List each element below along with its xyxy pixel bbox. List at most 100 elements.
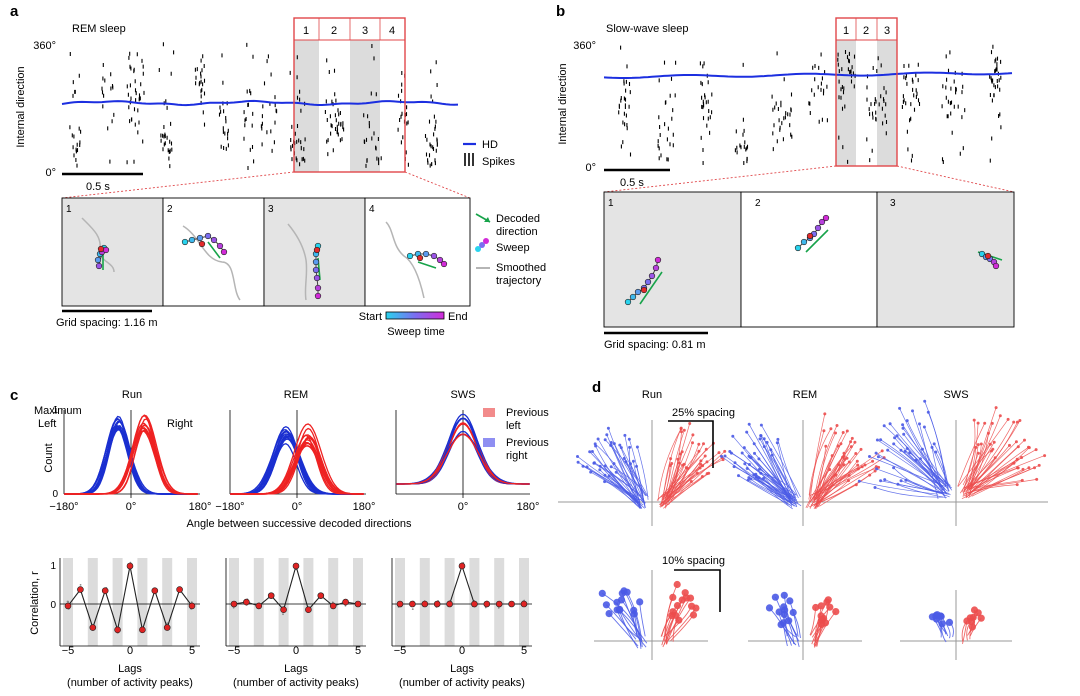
d-rem-top-left-path-40: [729, 451, 797, 496]
c-corr-sws-point-10: [520, 600, 528, 608]
d-run-top-right-path-27: [661, 464, 683, 507]
d-rem-top-right-path-1: [809, 413, 826, 500]
d-run-top-left-path-21: [637, 446, 649, 500]
a-sweep-2-point-4: [210, 236, 218, 244]
d-sws-top-right-end-22: [1027, 446, 1031, 450]
d-sws-top-left-end-24: [901, 426, 905, 430]
d-run-top-left-end-20: [612, 442, 616, 446]
d-run-top-left-end-31: [629, 462, 632, 466]
b-sweep-2-point-0: [794, 244, 802, 252]
d-run-bottom-left-end-4: [613, 598, 621, 606]
d-run-top-right-path-33: [665, 434, 694, 500]
d-rem-top-left-end-12: [737, 474, 740, 478]
d-run-bottom-left-end-13: [613, 606, 621, 614]
panel-a-window-3: 3: [362, 25, 368, 37]
panel-a-key-smoothed-2: trajectory: [496, 275, 542, 287]
d-sws-top-left-end-21: [903, 449, 907, 453]
panel-a-y-label: Internal direction: [15, 66, 27, 147]
d-run-top-right-end-33: [691, 433, 695, 437]
panel-c-legend-right-swatch: [483, 438, 495, 447]
d-rem-top-left-end-21: [762, 437, 766, 441]
d-run-top-right-end-2: [682, 428, 686, 432]
b-sweep-1-position: [640, 286, 648, 294]
b-sweep-1-point-6: [652, 264, 660, 272]
panel-c-corr-tick-1: 1: [50, 561, 56, 572]
panel-c-corr-rem: [225, 558, 366, 647]
d-sws-top-right-end-27: [983, 421, 987, 425]
d-run-top-right-path-23: [660, 465, 671, 507]
d-rem-top-right-path-36: [810, 430, 848, 503]
d-sws-top-right-path-27: [957, 423, 986, 487]
panel-c-lags-label-run: Lags: [118, 663, 142, 675]
panel-c-legend-prev-right2: right: [506, 450, 527, 462]
d-run-bottom-right-end-9: [692, 604, 700, 612]
d-run-top-right-end-25: [723, 449, 727, 453]
d-sws-top-left-path-39: [869, 456, 949, 489]
d-sws-top-right-end-30: [994, 406, 998, 410]
c-corr-run-point-6: [139, 626, 146, 634]
d-rem-top-right-end-21: [856, 463, 860, 467]
d-run-bottom-left-end-2: [602, 601, 611, 609]
d-sws-bottom-right-end-5: [966, 614, 974, 622]
c-corr-rem-line: [233, 563, 359, 611]
d-run-bottom-left-path-0: [608, 613, 639, 647]
d-sws-top-left-end-3: [926, 410, 930, 414]
b-sweep-2-point-6: [822, 214, 830, 222]
panel-c-dist-sws: [395, 410, 530, 498]
d-run-top-right-path-24: [657, 465, 703, 500]
d-sws-top-right-path-33: [961, 469, 1024, 500]
d-rem-top-right-end-30: [849, 445, 853, 449]
panel-a-sub-3: 3: [263, 197, 366, 307]
d-run-top-right-end-21: [704, 447, 708, 451]
d-rem-top-left-path-26: [760, 435, 796, 501]
panel-a-title: REM sleep: [72, 23, 126, 35]
d-sws-top-left-end-18: [892, 466, 896, 470]
d-rem-top-left-end-4: [723, 454, 727, 458]
d-sws-top-right-end-17: [992, 440, 996, 444]
d-run-top-left-path-35: [615, 472, 644, 504]
d-run-top-right-end-32: [679, 426, 683, 430]
panel-d: d Run REM SWS 25% spacing 10% spacing: [558, 379, 1048, 660]
d-sws-top-right-end-38: [1035, 477, 1039, 481]
d-sws-top-right-end-20: [979, 442, 983, 446]
d-sws-top-right-path-38: [968, 479, 1037, 490]
d-run-top-left-path-36: [589, 451, 641, 508]
d-rem-top-right-end-12: [859, 447, 863, 451]
d-rem-top-left-end-38: [749, 477, 753, 481]
d-run-top-right-end-10: [699, 459, 703, 463]
d-sws-top-left-end-36: [896, 482, 900, 486]
d-run-top-left-path-30: [606, 434, 640, 509]
c-corr-run-point-2: [89, 624, 97, 631]
d-run-top-left-end-6: [598, 468, 602, 472]
d-rem-top-left-path-41: [749, 464, 794, 497]
d-rem-top-right-path-28: [819, 484, 857, 507]
panel-a-key-sweep: Sweep: [496, 242, 530, 254]
d-run-top-left-end-35: [614, 470, 618, 474]
d-sws-top-right-end-16: [1016, 445, 1020, 449]
d-rem-top-left-path-8: [756, 476, 792, 506]
panel-d-spacing-bracket-bottom: [674, 569, 721, 612]
panel-b-sub-label-2: 2: [755, 198, 761, 209]
d-run-top-left-end-1: [576, 455, 579, 458]
panel-c-lag-tick-run-m5: −5: [62, 645, 75, 657]
panel-c-corr-y-label: Correlation, r: [29, 571, 41, 635]
d-sws-top-left-path-35: [874, 487, 944, 498]
d-run-top-left-end-15: [631, 459, 635, 463]
d-run-bottom-right-end-11: [673, 580, 681, 589]
d-run-top-left-end-21: [635, 445, 639, 449]
panel-c-lags-label-rem: Lags: [284, 663, 308, 675]
panel-c-x-tick-sws-max: 180°: [517, 501, 540, 513]
d-sws-top-right-end-24: [1033, 466, 1036, 470]
panel-a-y-top: 360°: [33, 40, 56, 52]
panel-a-scale-label: 0.5 s: [86, 181, 110, 193]
panel-a-colorbar-end: End: [448, 311, 468, 323]
d-sws-top-right-path-31: [959, 415, 1001, 494]
d-rem-top-left-end-11: [758, 467, 761, 471]
a-sweep-2-point-2: [196, 234, 204, 242]
d-sws-top-left-path-26: [915, 459, 951, 486]
d-run-top-right-path-26: [657, 428, 682, 501]
d-rem-top-left-path-27: [748, 424, 791, 501]
d-run-top-right-end-0: [691, 441, 694, 445]
d-rem-top-right-path-32: [817, 441, 851, 508]
d-run-bottom-right-path-10: [666, 597, 691, 645]
